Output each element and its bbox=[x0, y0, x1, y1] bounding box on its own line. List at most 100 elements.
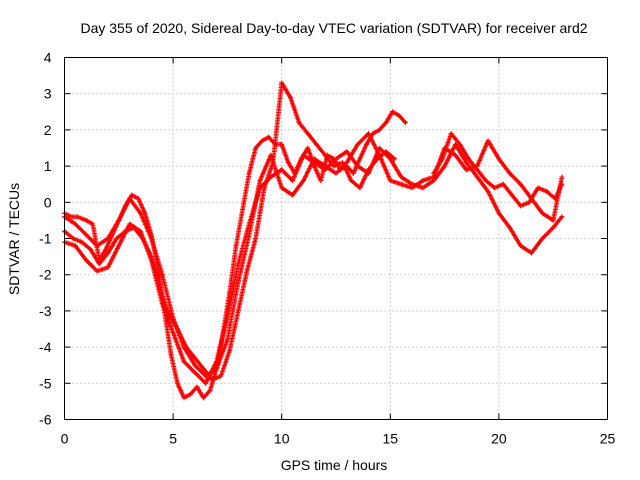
data-point bbox=[559, 214, 565, 220]
data-point bbox=[246, 232, 252, 238]
x-tick-label: 20 bbox=[491, 431, 507, 447]
data-point bbox=[333, 170, 339, 176]
data-point bbox=[159, 272, 165, 278]
data-point bbox=[290, 178, 295, 183]
y-tick-label: -4 bbox=[39, 339, 52, 355]
data-point bbox=[518, 181, 524, 187]
data-point bbox=[79, 239, 85, 245]
data-point bbox=[83, 257, 89, 263]
data-point bbox=[518, 203, 524, 209]
axis-ticks bbox=[64, 57, 608, 420]
data-point bbox=[290, 192, 295, 198]
y-tick-label: 4 bbox=[44, 50, 52, 66]
data-point bbox=[90, 221, 96, 227]
data-point bbox=[225, 315, 230, 321]
data-point bbox=[235, 308, 241, 314]
data-point bbox=[83, 232, 89, 238]
data-point bbox=[201, 366, 206, 372]
data-point bbox=[442, 163, 447, 169]
data-point bbox=[279, 185, 285, 191]
data-point bbox=[559, 174, 565, 180]
data-point bbox=[142, 210, 148, 216]
data-point bbox=[94, 268, 100, 274]
data-point bbox=[387, 178, 393, 183]
data-point bbox=[539, 210, 545, 216]
data-point bbox=[440, 156, 445, 162]
data-point bbox=[96, 261, 102, 267]
data-point bbox=[201, 395, 206, 401]
data-point bbox=[203, 373, 209, 379]
data-point bbox=[268, 174, 274, 180]
data-point bbox=[448, 131, 454, 136]
plot-frame bbox=[64, 57, 608, 420]
data-point bbox=[463, 160, 469, 165]
data-point bbox=[483, 178, 489, 183]
data-point bbox=[70, 236, 76, 241]
data-point bbox=[192, 370, 198, 375]
y-tick-label: 3 bbox=[44, 86, 52, 102]
data-point bbox=[75, 214, 80, 220]
data-point bbox=[138, 228, 143, 234]
data-point bbox=[279, 141, 285, 147]
data-point bbox=[192, 355, 198, 361]
data-point bbox=[453, 141, 458, 147]
data-point bbox=[357, 156, 363, 162]
data-point bbox=[301, 178, 306, 183]
chart-title: Day 355 of 2020, Sidereal Day-to-day VTE… bbox=[80, 20, 587, 36]
data-point bbox=[398, 181, 404, 187]
y-tick-label: 2 bbox=[44, 122, 52, 138]
data-point bbox=[311, 156, 317, 162]
data-point bbox=[370, 131, 376, 136]
data-point bbox=[355, 141, 361, 147]
data-point bbox=[318, 178, 324, 183]
y-tick-label: -2 bbox=[39, 267, 52, 283]
y-tick-label: 0 bbox=[44, 194, 52, 210]
data-point bbox=[103, 246, 109, 252]
data-point bbox=[314, 141, 319, 147]
data-point bbox=[116, 218, 122, 223]
data-point bbox=[285, 160, 291, 165]
data-point bbox=[366, 170, 371, 176]
data-point bbox=[116, 243, 122, 249]
data-point bbox=[344, 160, 350, 165]
data-point bbox=[209, 377, 215, 383]
data-point bbox=[207, 388, 213, 393]
data-point bbox=[355, 163, 361, 169]
data-point bbox=[474, 174, 480, 180]
y-tick-labels: -6 -5 -4 -3 -2 -1 0 1 2 3 4 bbox=[39, 50, 52, 428]
data-point bbox=[170, 315, 176, 321]
data-point bbox=[377, 127, 382, 133]
data-point bbox=[420, 185, 426, 191]
x-tick-label: 15 bbox=[383, 431, 399, 447]
data-point bbox=[259, 138, 265, 144]
data-point bbox=[105, 250, 111, 256]
data-point bbox=[72, 243, 78, 249]
data-point bbox=[192, 362, 198, 368]
data-point bbox=[535, 185, 541, 191]
data-point bbox=[526, 199, 532, 205]
series-track-3 bbox=[62, 141, 565, 386]
data-point bbox=[181, 395, 187, 401]
data-point bbox=[539, 236, 545, 241]
data-point bbox=[194, 384, 200, 390]
data-point bbox=[225, 337, 230, 343]
data-point bbox=[518, 243, 524, 249]
data-point bbox=[181, 359, 187, 364]
data-point bbox=[390, 109, 395, 115]
data-point bbox=[227, 348, 232, 354]
data-point bbox=[301, 152, 306, 158]
data-point bbox=[366, 131, 371, 136]
data-point bbox=[244, 268, 250, 274]
data-point bbox=[235, 279, 241, 285]
data-point bbox=[257, 178, 263, 183]
data-point bbox=[496, 156, 502, 162]
data-point bbox=[233, 243, 239, 249]
data-point bbox=[496, 210, 502, 216]
series-track-5 bbox=[431, 131, 565, 209]
data-point bbox=[420, 178, 426, 183]
data-point bbox=[383, 120, 389, 126]
data-point bbox=[364, 141, 369, 147]
y-tick-label: 1 bbox=[44, 158, 52, 174]
data-point bbox=[240, 207, 246, 212]
